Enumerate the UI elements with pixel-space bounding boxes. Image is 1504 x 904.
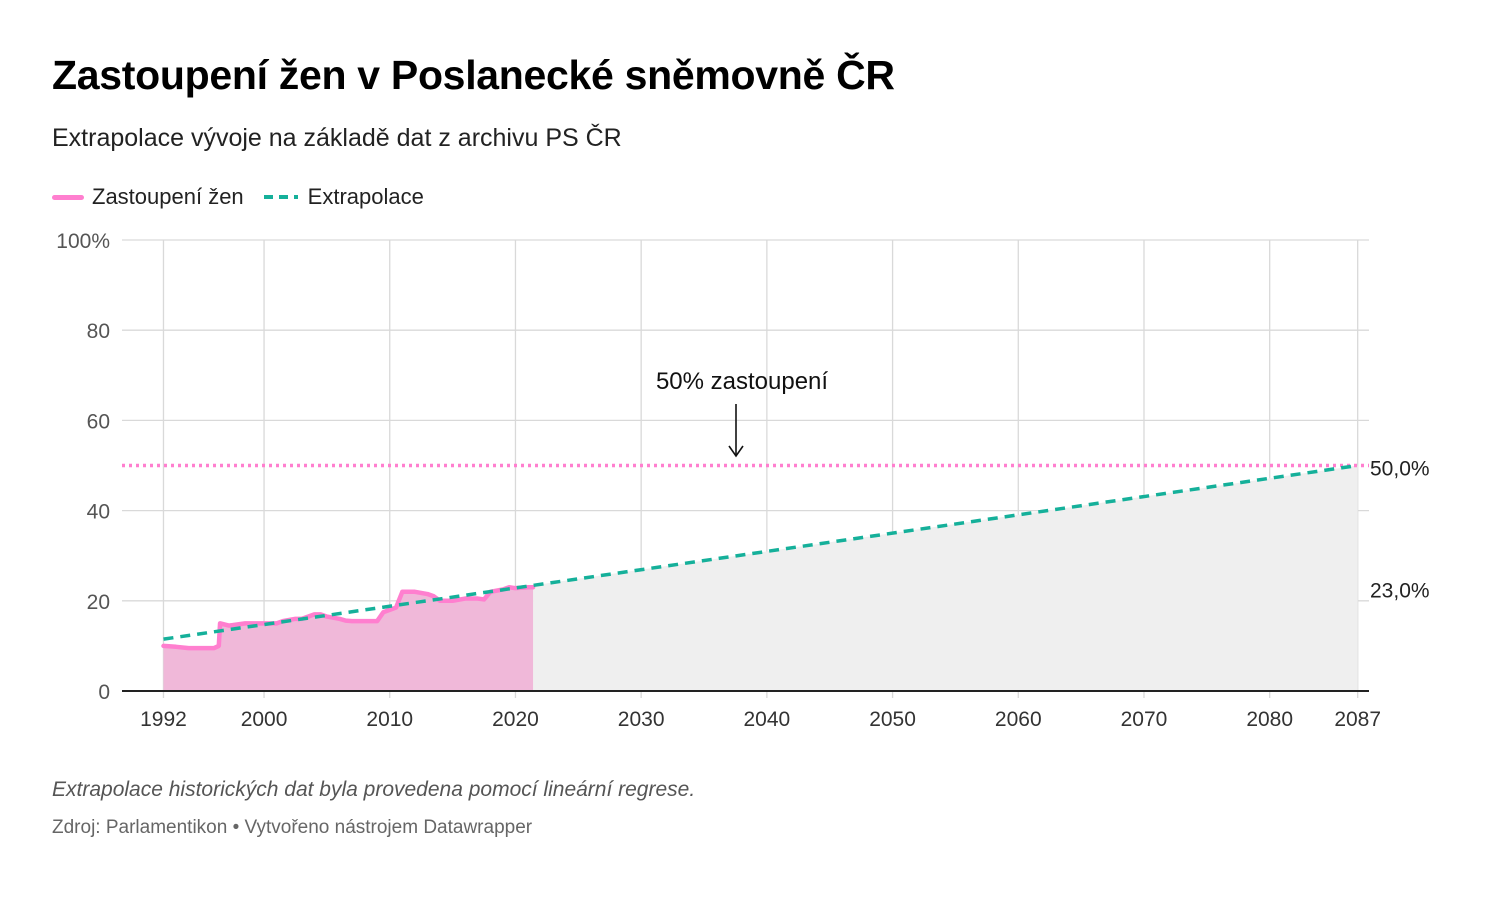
line-layer xyxy=(161,463,1358,651)
x-tick-label: 2080 xyxy=(1246,708,1293,731)
x-tick-label: 2050 xyxy=(869,708,916,731)
y-tick-label: 40 xyxy=(87,501,110,524)
annotation-arrow-head xyxy=(728,445,744,458)
x-tick-label: 2060 xyxy=(995,708,1042,731)
chart-note: Extrapolace historických dat byla proved… xyxy=(52,778,696,801)
x-tick-label: 2010 xyxy=(366,708,413,731)
extrapolation-area xyxy=(533,465,1358,691)
threshold-annotation: 50% zastoupení xyxy=(656,368,828,395)
x-tick-label: 2040 xyxy=(744,708,791,731)
y-tick-label: 100% xyxy=(56,230,110,253)
legend-swatch-extrapolation xyxy=(263,195,298,199)
x-tick-label: 2030 xyxy=(618,708,665,731)
x-tick-label: 2000 xyxy=(241,708,288,731)
legend-swatch-women xyxy=(52,194,84,200)
annotation-layer: 50% zastoupení 50,0% 23,0% xyxy=(656,368,1430,602)
legend-label-extrapolation: Extrapolace xyxy=(307,184,424,209)
x-tick-label: 1992 xyxy=(140,708,187,731)
legend-item-extrapolation: Extrapolace xyxy=(263,184,424,210)
legend-label-women: Zastoupení žen xyxy=(92,184,244,209)
y-tick-label: 80 xyxy=(87,320,110,343)
area-layer xyxy=(163,465,1358,691)
chart-title: Zastoupení žen v Poslanecké sněmovně ČR xyxy=(52,52,895,98)
women-area xyxy=(163,587,534,691)
x-tick-label: 2070 xyxy=(1121,708,1168,731)
chart-source: Zdroj: Parlamentikon • Vytvořeno nástroj… xyxy=(52,817,533,838)
y-tick-label: 0 xyxy=(98,681,110,704)
end-value-label: 50,0% xyxy=(1370,458,1430,481)
end-value-label: 23,0% xyxy=(1370,579,1430,602)
women-line xyxy=(161,585,536,651)
extrapolation-line xyxy=(163,463,1358,641)
y-tick-label: 60 xyxy=(87,410,110,433)
y-tick-label: 20 xyxy=(87,591,110,614)
x-tick-label: 2087 xyxy=(1334,708,1381,731)
chart-subtitle: Extrapolace vývoje na základě dat z arch… xyxy=(52,124,622,152)
x-tick-label: 2020 xyxy=(492,708,539,731)
legend-item-women: Zastoupení žen xyxy=(52,184,244,210)
chart-legend: Zastoupení žen Extrapolace xyxy=(52,184,444,210)
